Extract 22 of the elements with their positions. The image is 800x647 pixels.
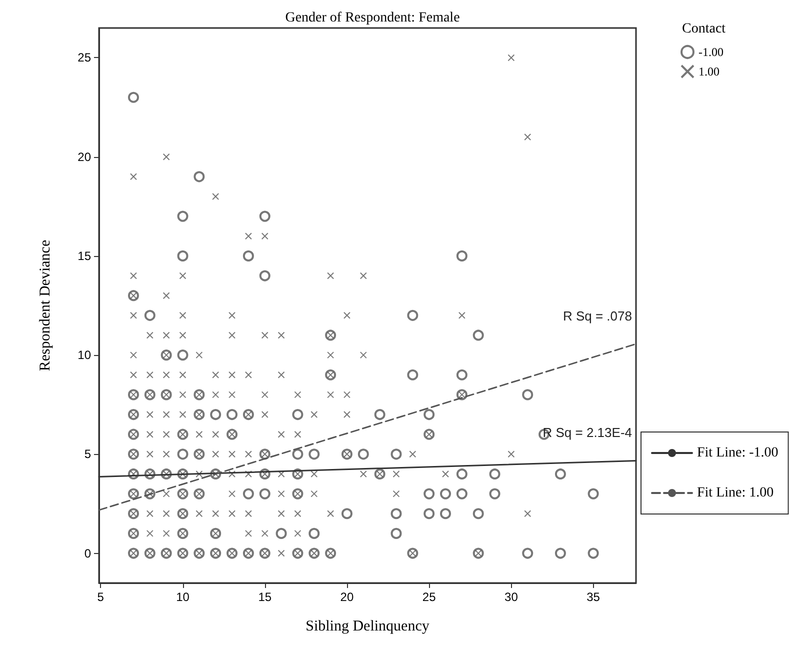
legend-title: Contact (682, 22, 726, 36)
y-tick-label: 15 (78, 248, 92, 263)
chart-title: Gender of Respondent: Female (285, 10, 460, 26)
x-tick-label: 15 (258, 590, 272, 604)
x-tick-label: 20 (340, 590, 354, 604)
y-tick-label: 10 (78, 348, 92, 362)
y-tick-label: 0 (84, 546, 92, 560)
x-tick-label: 5 (97, 590, 104, 604)
y-axis-title: Respondent Deviance (38, 240, 54, 372)
legend-label: Fit Line: -1.00 (697, 446, 778, 460)
x-tick-label: 35 (586, 590, 600, 604)
x-axis-title: Sibling Delinquency (306, 618, 430, 634)
x-tick-label: 30 (504, 590, 518, 604)
legend-label: Fit Line: 1.00 (697, 486, 774, 500)
annotation: R Sq = .078 (562, 308, 632, 324)
x-tick-label: 10 (176, 590, 190, 604)
x-tick-label: 25 (422, 590, 436, 604)
y-tick-label: 5 (84, 447, 92, 462)
legend-label: -1.00 (698, 45, 724, 59)
legend-label: 1.00 (698, 64, 720, 78)
y-tick-label: 20 (78, 150, 92, 164)
y-tick-label: 25 (78, 50, 92, 65)
